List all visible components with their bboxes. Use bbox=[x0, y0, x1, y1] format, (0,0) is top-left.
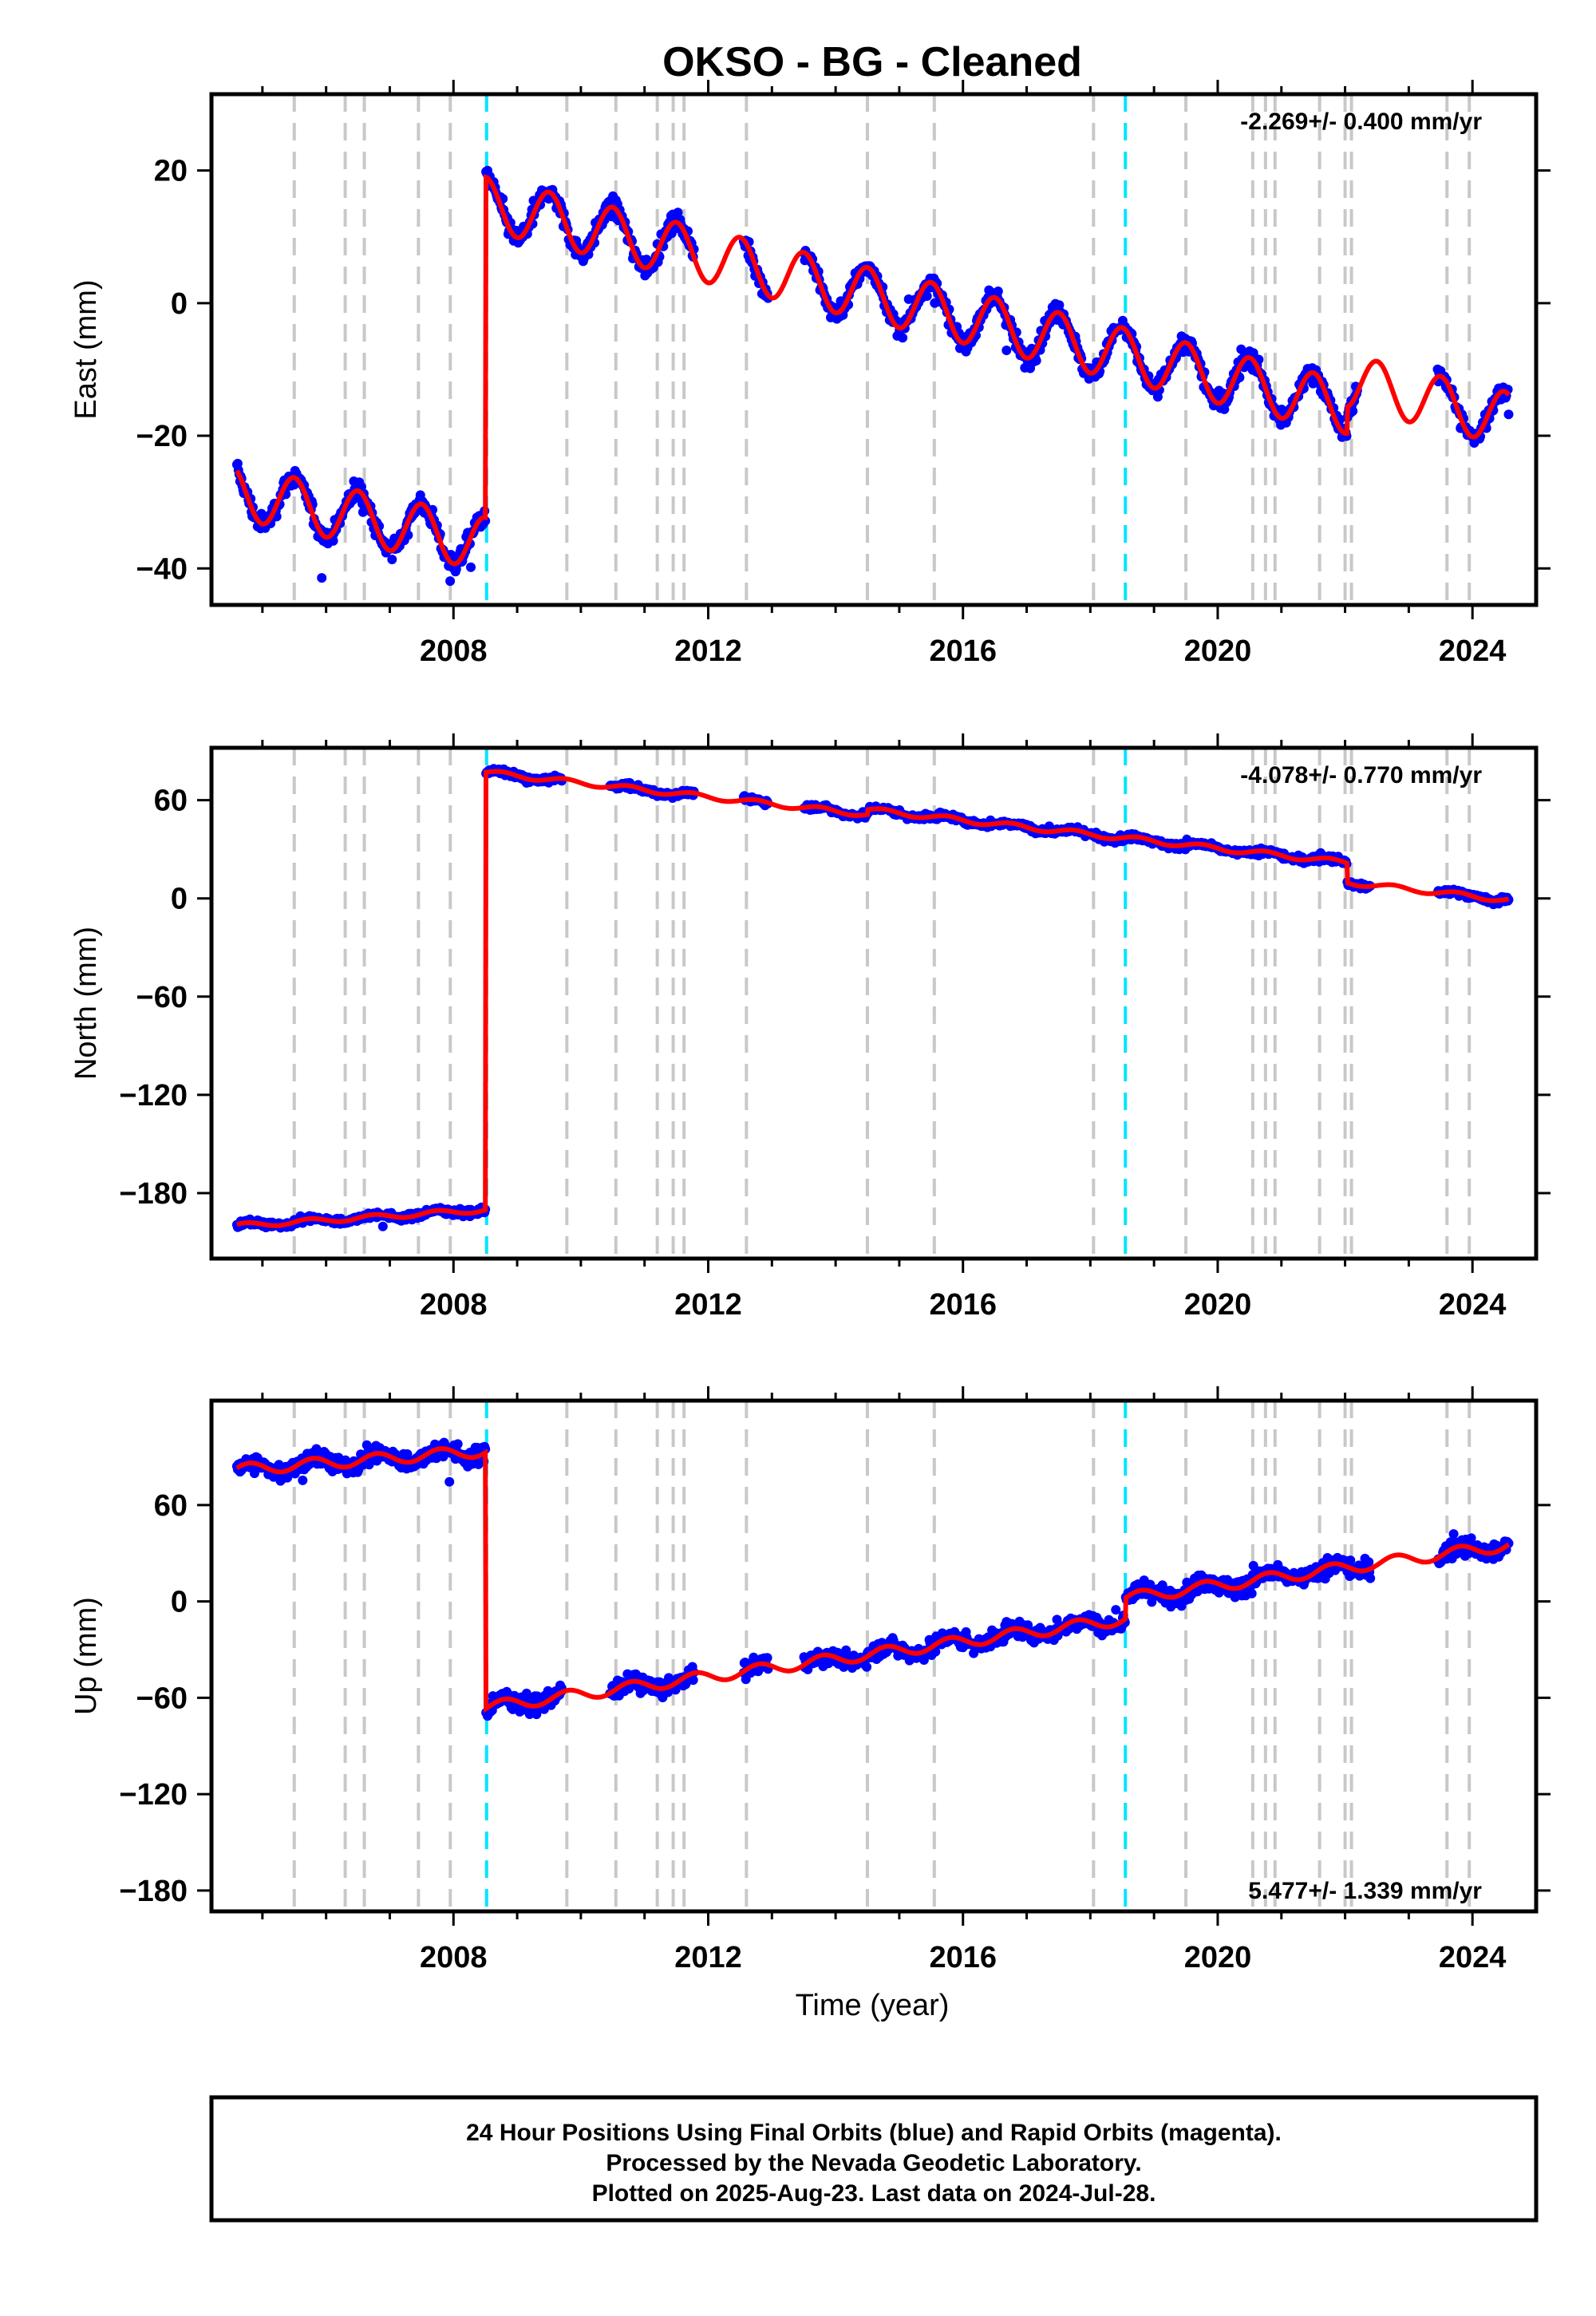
data-point bbox=[1448, 1529, 1459, 1539]
data-point bbox=[1345, 1555, 1356, 1566]
y-tick-label: −120 bbox=[119, 1079, 188, 1113]
data-point bbox=[1348, 406, 1358, 417]
data-point bbox=[898, 333, 908, 343]
x-tick-label: 2020 bbox=[1184, 634, 1252, 668]
data-point bbox=[317, 573, 327, 583]
x-tick-label: 2024 bbox=[1439, 634, 1507, 668]
chart-title: OKSO - BG - Cleaned bbox=[662, 39, 1082, 85]
x-tick-label: 2016 bbox=[929, 634, 997, 668]
y-tick-label: −60 bbox=[136, 981, 188, 1014]
data-point bbox=[387, 555, 397, 564]
rate-label: 5.477+/- 1.339 mm/yr bbox=[1248, 1878, 1482, 1904]
x-tick-label: 2016 bbox=[929, 1288, 997, 1322]
y-tick-label: 60 bbox=[154, 1489, 188, 1523]
x-tick-label: 2020 bbox=[1184, 1288, 1252, 1322]
x-tick-label: 2024 bbox=[1439, 1288, 1507, 1322]
y-tick-label: −60 bbox=[136, 1682, 188, 1715]
y-axis-label: North (mm) bbox=[69, 927, 103, 1080]
y-tick-label: −20 bbox=[136, 420, 188, 453]
y-tick-label: −180 bbox=[119, 1177, 188, 1211]
panel-north: 2008 2012 2016 2020 2024 −180 −120 −60 0 60 North … bbox=[69, 733, 1551, 1322]
data-point bbox=[377, 1221, 388, 1231]
footer-box: 24 Hour Positions Using Final Orbits (bl… bbox=[209, 2095, 1539, 2223]
footer-line-3: Plotted on 2025-Aug-23. Last data on 202… bbox=[592, 2180, 1156, 2207]
footer-line-1: 24 Hour Positions Using Final Orbits (bl… bbox=[466, 2120, 1282, 2146]
y-tick-label: −40 bbox=[136, 552, 188, 586]
data-point bbox=[862, 1662, 872, 1672]
x-tick-label: 2024 bbox=[1439, 1941, 1507, 1974]
data-point bbox=[1503, 409, 1514, 420]
y-tick-label: 60 bbox=[154, 785, 188, 818]
y-tick-label: −180 bbox=[119, 1875, 188, 1908]
data-point bbox=[673, 207, 683, 218]
x-tick-label: 2008 bbox=[420, 634, 488, 668]
model-line-east bbox=[235, 173, 1511, 567]
data-point bbox=[922, 291, 932, 301]
panels: 2008 2012 2016 2020 2024 −40 −20 0 20 East (mm) -2… bbox=[69, 80, 1551, 1974]
y-tick-label: 20 bbox=[154, 155, 188, 188]
data-point bbox=[1246, 1588, 1257, 1599]
data-point bbox=[762, 1653, 772, 1663]
y-tick-label: 0 bbox=[171, 287, 188, 321]
y-axis-label: Up (mm) bbox=[69, 1597, 103, 1715]
data-point bbox=[1001, 346, 1012, 355]
x-tick-label: 2016 bbox=[929, 1941, 997, 1974]
rate-label: -2.269+/- 0.400 mm/yr bbox=[1240, 109, 1482, 135]
panel-frame bbox=[209, 92, 1539, 607]
data-point bbox=[993, 287, 1003, 296]
x-tick-label: 2012 bbox=[674, 634, 742, 668]
data-point bbox=[1365, 1573, 1376, 1583]
y-tick-label: 0 bbox=[171, 883, 188, 916]
data-point bbox=[328, 536, 338, 546]
data-point bbox=[298, 1475, 308, 1485]
y-tick-label: −120 bbox=[119, 1778, 188, 1812]
panel-east: 2008 2012 2016 2020 2024 −40 −20 0 20 East (mm) -2… bbox=[69, 80, 1551, 668]
x-axis-label: Time (year) bbox=[796, 1989, 950, 2022]
data-point bbox=[1031, 355, 1041, 366]
data-point bbox=[452, 1439, 463, 1449]
x-tick-label: 2008 bbox=[420, 1941, 488, 1974]
footer-line-2: Processed by the Nevada Geodetic Laborat… bbox=[606, 2150, 1141, 2176]
data-point bbox=[445, 576, 456, 587]
data-point bbox=[444, 1476, 455, 1487]
x-tick-label: 2020 bbox=[1184, 1941, 1252, 1974]
data-point bbox=[466, 562, 476, 572]
rate-label: -4.078+/- 0.770 mm/yr bbox=[1240, 762, 1482, 788]
y-tick-label: 0 bbox=[171, 1586, 188, 1619]
x-tick-label: 2012 bbox=[674, 1941, 742, 1974]
x-tick-label: 2008 bbox=[420, 1288, 488, 1322]
y-axis-label: East (mm) bbox=[69, 279, 103, 419]
x-tick-label: 2012 bbox=[674, 1288, 742, 1322]
